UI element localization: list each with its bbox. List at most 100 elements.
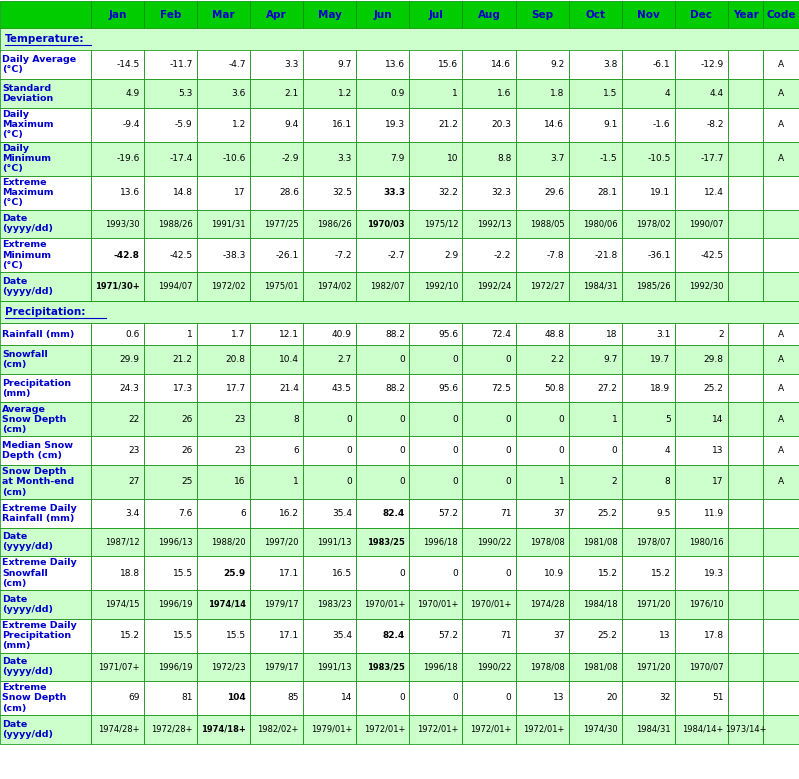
Bar (303, 210, 356, 238)
Bar (303, 499, 356, 527)
Text: Jan: Jan (108, 9, 126, 19)
Text: 17.1: 17.1 (279, 631, 299, 640)
Text: Daily
Minimum
(°C): Daily Minimum (°C) (2, 143, 51, 174)
Text: 1983/25: 1983/25 (368, 662, 405, 671)
Text: 18.8: 18.8 (120, 569, 140, 577)
Text: -26.1: -26.1 (276, 251, 299, 259)
Text: 4: 4 (665, 446, 670, 455)
Text: 1974/02: 1974/02 (317, 282, 352, 291)
Text: 9.2: 9.2 (551, 60, 564, 69)
Bar (250, 51, 303, 79)
Text: 0: 0 (506, 446, 511, 455)
Text: 57.2: 57.2 (438, 631, 458, 640)
Bar (250, 619, 303, 653)
Text: 0: 0 (400, 415, 405, 424)
Text: -2.7: -2.7 (388, 251, 405, 259)
Bar (91, 499, 144, 527)
Text: 6: 6 (293, 446, 299, 455)
Text: 16.5: 16.5 (332, 569, 352, 577)
Text: -4.7: -4.7 (229, 60, 246, 69)
Bar (728, 556, 764, 590)
Text: Extreme Daily
Snowfall
(cm): Extreme Daily Snowfall (cm) (2, 558, 77, 588)
Bar (197, 142, 250, 175)
Text: 72.4: 72.4 (491, 330, 511, 339)
Text: 0: 0 (346, 446, 352, 455)
Text: 9.5: 9.5 (656, 509, 670, 518)
Text: Extreme Daily
Rainfall (mm): Extreme Daily Rainfall (mm) (2, 503, 77, 523)
Bar (303, 619, 356, 653)
Text: 1975/12: 1975/12 (423, 219, 458, 228)
Text: 1990/07: 1990/07 (690, 219, 724, 228)
Text: 27.2: 27.2 (598, 384, 618, 393)
Text: 1984/14+: 1984/14+ (682, 724, 724, 734)
Text: 23: 23 (234, 446, 246, 455)
Bar (144, 590, 197, 619)
Text: 1972/01+: 1972/01+ (470, 724, 511, 734)
Bar (622, 590, 675, 619)
Text: 3.7: 3.7 (550, 154, 564, 163)
Text: 1972/27: 1972/27 (530, 282, 564, 291)
Text: Nov: Nov (637, 9, 660, 19)
Text: 40.9: 40.9 (332, 330, 352, 339)
Text: 23: 23 (128, 446, 140, 455)
Text: 19.3: 19.3 (704, 569, 724, 577)
Bar (197, 556, 250, 590)
Text: 14.6: 14.6 (544, 120, 564, 129)
Text: 13: 13 (553, 693, 564, 703)
Bar (91, 436, 144, 465)
Text: 19.3: 19.3 (385, 120, 405, 129)
Bar (197, 681, 250, 715)
Text: 29.9: 29.9 (120, 355, 140, 365)
Text: 20: 20 (606, 693, 618, 703)
Text: 14: 14 (712, 415, 724, 424)
Bar (463, 436, 515, 465)
Text: 12.1: 12.1 (279, 330, 299, 339)
Text: 9.1: 9.1 (603, 120, 618, 129)
Bar (409, 210, 463, 238)
Bar (409, 175, 463, 210)
Bar (728, 527, 764, 556)
Bar (356, 108, 409, 142)
Bar (764, 346, 799, 374)
Bar (250, 499, 303, 527)
Text: Precipitation:: Precipitation: (5, 307, 85, 317)
Text: Average
Snow Depth
(cm): Average Snow Depth (cm) (2, 404, 66, 435)
Bar (675, 403, 728, 436)
Bar (515, 436, 569, 465)
Text: 69: 69 (128, 693, 140, 703)
Bar (250, 403, 303, 436)
Text: -2.2: -2.2 (494, 251, 511, 259)
Text: 0: 0 (400, 478, 405, 487)
Text: -36.1: -36.1 (647, 251, 670, 259)
Bar (409, 323, 463, 346)
Text: -17.4: -17.4 (169, 154, 193, 163)
Text: 82.4: 82.4 (383, 631, 405, 640)
Bar (515, 465, 569, 499)
Bar (144, 681, 197, 715)
Bar (622, 403, 675, 436)
Text: 2: 2 (718, 330, 724, 339)
Bar (250, 436, 303, 465)
Text: Feb: Feb (160, 9, 181, 19)
Text: 1984/31: 1984/31 (636, 724, 670, 734)
Bar (0, 301, 799, 323)
Text: 0: 0 (346, 478, 352, 487)
Bar (144, 556, 197, 590)
Bar (764, 527, 799, 556)
Bar (622, 619, 675, 653)
Bar (463, 346, 515, 374)
Bar (675, 79, 728, 108)
Bar (356, 527, 409, 556)
Bar (91, 51, 144, 79)
Text: 1972/28+: 1972/28+ (151, 724, 193, 734)
Bar (675, 346, 728, 374)
Bar (569, 556, 622, 590)
Text: 1980/16: 1980/16 (689, 538, 724, 546)
Bar (91, 79, 144, 108)
Bar (409, 465, 463, 499)
Text: 6: 6 (240, 509, 246, 518)
Bar (728, 590, 764, 619)
Bar (515, 175, 569, 210)
Text: -11.7: -11.7 (169, 60, 193, 69)
Text: 1971/20: 1971/20 (636, 662, 670, 671)
